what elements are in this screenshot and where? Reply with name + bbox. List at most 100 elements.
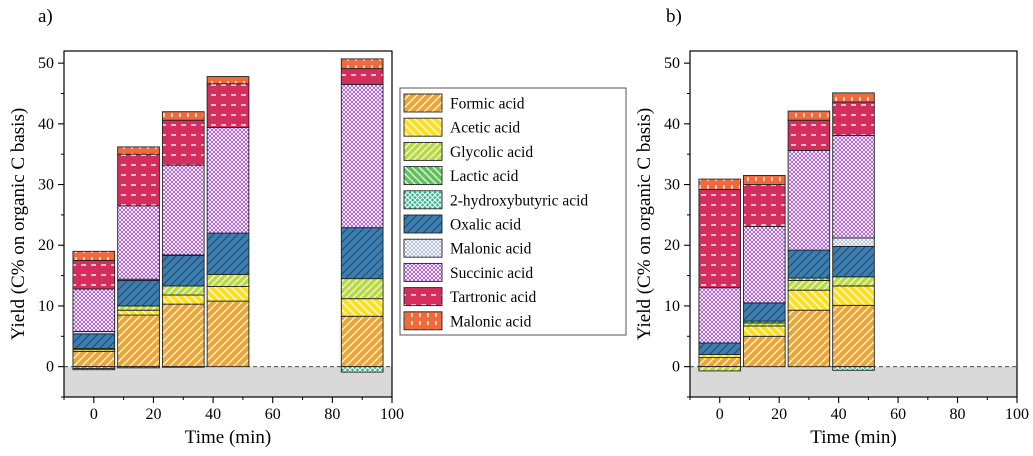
bar-segment-glycolic-acid [787,280,831,291]
bar-segment-acetic-acid [787,289,831,311]
bar-segment-tartronic-acid [340,68,384,85]
bar-segment-formic-acid [206,300,250,368]
bar-segment-2-hydroxybutyric-acid [72,368,116,371]
legend-entry-label: Acetic acid [450,120,520,137]
legend-swatch [403,190,443,210]
x-tick-label: 60 [265,406,281,423]
bar-segment-succinic-acid [117,205,160,280]
bar-segment-oxalic-acid [787,249,831,279]
x-tick-label: 20 [145,406,161,423]
y-axis-label: Yield (C% on organic C basis) [8,108,29,340]
bar-segment-formic-acid [340,315,384,368]
bar-segment-acetic-acid [206,286,250,302]
y-tick-label: 20 [38,237,54,254]
x-axis-label: Time (min) [185,427,271,448]
bar-segment-tartronic-acid [117,153,160,207]
bar-segment-succinic-acid [72,288,116,332]
legend-entry-label: Malonic acid [450,313,532,330]
bar-segment-tartronic-acid [698,188,741,289]
bar-segment-malonic-acid [787,110,831,121]
bar-segment-malonic-acid [698,178,741,190]
legend-entry-label: Tartronic acid [450,289,537,306]
bar-segment-2-hydroxybutyric-acid [832,366,875,371]
bar-segment-acetic-acid [161,294,205,305]
legend-swatch [403,311,443,331]
legend-swatch [403,238,443,258]
bar-segment-malonic-acid [206,76,250,85]
bar-segment-tartronic-acid [743,184,786,227]
bar-segment-2-hydroxybutyric-acid [340,366,384,373]
bar-segment-oxalic-acid [206,232,250,275]
legend-swatch [403,141,443,161]
bar-segment-tartronic-acid [832,101,875,136]
y-tick-label: 30 [38,177,54,194]
y-tick-label: 30 [664,177,680,194]
bar-segment-malonic-acid [117,146,160,155]
x-tick-label: 20 [771,406,787,423]
legend-entry-label: Oxalic acid [450,217,521,234]
bar-segment-tartronic-acid [72,259,116,290]
x-axis-label: Time (min) [810,427,896,448]
plot-frame [689,50,1018,398]
bar-segment-malonic-acid [161,111,205,121]
y-tick-label: 20 [664,237,680,254]
bar-segment-formic-acid [161,303,205,368]
y-tick-label: 10 [664,298,680,315]
x-tick-label: 40 [831,406,847,423]
bar-segment-acetic-acid [698,354,741,358]
bar-segment-malonic-acid [340,58,384,70]
legend-swatch [403,262,443,282]
plot-frame [63,50,393,398]
bar-segment-tartronic-acid [206,83,250,128]
bar-segment-oxalic-acid [161,255,205,287]
bar-segment-glycolic-acid [832,276,875,287]
bar-segment-tartronic-acid [787,119,831,152]
bar-segment-succinic-acid [161,164,205,256]
legend-swatch [403,117,443,137]
legend-entry-label: Formic acid [450,96,525,113]
bar-segment-lactic-acid [117,366,160,369]
y-tick-label: 10 [38,298,54,315]
y-tick-label: 50 [38,55,54,72]
y-tick-label: 40 [664,116,680,133]
x-tick-label: 80 [950,406,966,423]
y-tick-label: 40 [38,116,54,133]
x-tick-label: 60 [890,406,906,423]
bar-segment-malonic-acid [743,174,786,185]
bar-segment-oxalic-acid [117,280,160,307]
bar-segment-malonic-acid [832,92,875,103]
bar-segment-acetic-acid [743,325,786,337]
bar-segment-malonic-acid [72,250,116,261]
legend-swatch [403,287,443,307]
panel-label-a: a) [38,6,53,27]
bar-segment-succinic-acid [787,150,831,251]
legend-entry-label: Succinic acid [450,265,533,282]
x-tick-label: 100 [1005,406,1029,423]
legend-entry-label: Malonic acid [450,241,532,258]
chart-panel-a: 0 20 40 60 80 100 0 10 20 30 40 50 Time (min) Yield (… [8,50,404,448]
x-tick-label: 100 [380,406,404,423]
legend-swatch [403,214,443,234]
bar-segment-succinic-acid [206,127,250,234]
bar-segment-oxalic-acid [832,246,875,278]
bar-segment-glycolic-acid [117,305,160,311]
panel-label-b: b) [666,6,682,27]
bar-segment-glycolic-acid [206,273,250,287]
bar-segment-acetic-acid [340,298,384,317]
y-axis-label: Yield (C% on organic C basis) [634,108,655,340]
bar-segment-formic-acid [743,335,786,368]
bar-segment-glycolic-acid [161,285,205,296]
bar-segment-oxalic-acid [698,342,741,355]
bar-segment-oxalic-acid [340,227,384,280]
bar-segment-oxalic-acid [743,302,786,322]
bar-segment-tartronic-acid [161,119,205,166]
x-tick-label: 40 [205,406,221,423]
bar-segment-succinic-acid [698,287,741,344]
x-tick-label: 80 [324,406,340,423]
legend-entry-label: Lactic acid [450,168,519,185]
y-tick-label: 0 [672,359,680,376]
negative-region [64,366,392,397]
bar-segment-formic-acid [787,309,831,368]
y-tick-label: 50 [664,55,680,72]
